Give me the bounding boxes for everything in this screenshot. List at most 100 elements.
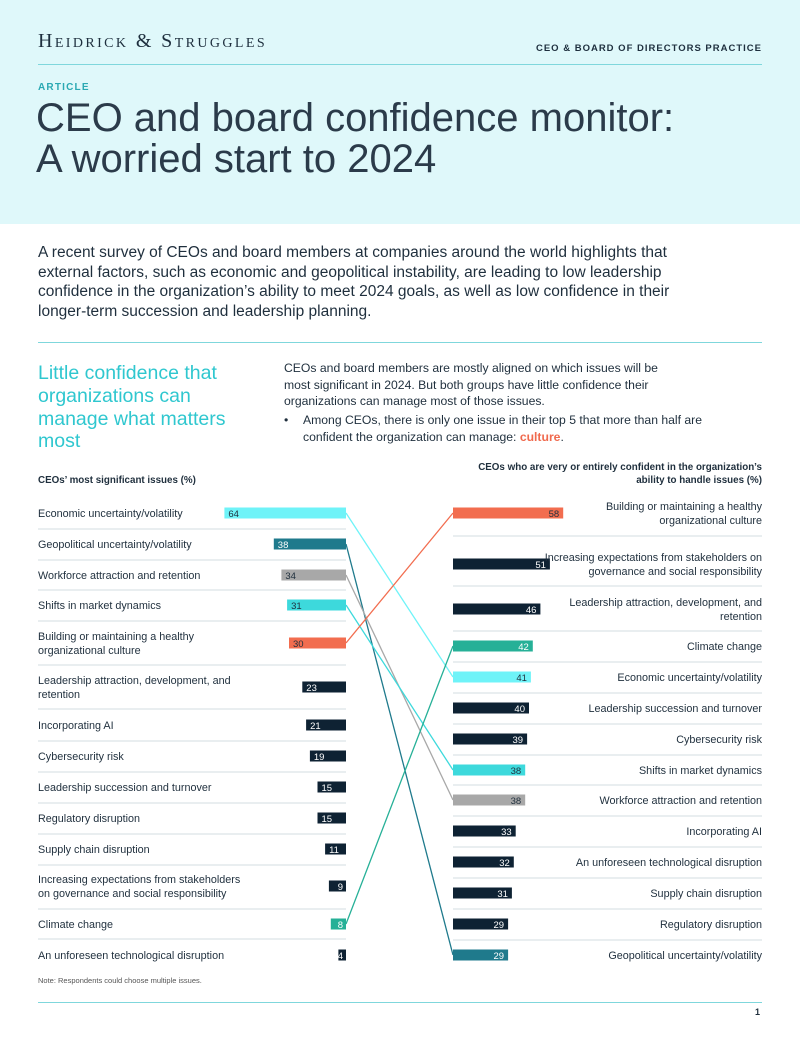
left-category-label: Increasing expectations from stakeholder… — [38, 874, 241, 900]
right-value-label: 51 — [535, 560, 546, 571]
connector-line — [345, 543, 454, 956]
left-bar-11 — [325, 843, 346, 855]
right-value-label: 33 — [501, 827, 512, 838]
lead-paragraph: A recent survey of CEOs and board member… — [38, 244, 670, 320]
right-bar-13 — [453, 918, 509, 930]
right-value-label: 31 — [497, 889, 508, 900]
section-divider — [38, 342, 762, 343]
left-bar-2 — [273, 538, 346, 550]
bullet-symbol: • — [284, 413, 289, 427]
left-bar-3 — [281, 569, 346, 581]
left-category-label: Leadership succession and turnover — [38, 782, 212, 794]
right-value-label: 42 — [518, 642, 529, 653]
right-category-label: Shifts in market dynamics — [639, 765, 763, 777]
bullet-body: Among CEOs, there is only one issue in t… — [303, 413, 703, 444]
right-bar-1 — [453, 507, 564, 519]
right-category-label: Supply chain disruption — [650, 888, 762, 900]
right-bar-10 — [453, 825, 516, 837]
left-bar-12 — [328, 880, 346, 892]
left-category-label: Building or maintaining a healthy organiz… — [38, 631, 195, 657]
right-bar-7 — [453, 733, 528, 745]
right-bar-3 — [453, 603, 541, 615]
left-category-label: Regulatory disruption — [38, 813, 140, 825]
left-category-label: Climate change — [38, 919, 113, 931]
left-value-label: 9 — [338, 882, 343, 893]
right-category-label: An unforeseen technological disruption — [576, 857, 762, 869]
left-bar-13 — [330, 918, 346, 930]
left-category-label: Geopolitical uncertainty/volatility — [38, 539, 192, 551]
right-value-label: 41 — [516, 673, 527, 684]
right-category-label: Cybersecurity risk — [676, 734, 762, 746]
right-bar-5 — [453, 671, 531, 683]
right-value-label: 29 — [494, 951, 505, 962]
right-category-label: Regulatory disruption — [660, 919, 762, 931]
left-category-label: Workforce attraction and retention — [38, 570, 200, 582]
left-value-label: 19 — [314, 752, 325, 763]
right-value-label: 32 — [499, 858, 510, 869]
right-category-label: Geopolitical uncertainty/volatility — [608, 950, 762, 962]
connector-line — [345, 512, 454, 644]
right-category-label: Leadership succession and turnover — [589, 703, 763, 715]
right-category-label: Incorporating AI — [686, 826, 762, 838]
right-category-label: Climate change — [687, 641, 762, 653]
left-bar-1 — [224, 507, 346, 519]
header-divider — [38, 64, 762, 65]
page-title: CEO and board confidence monitor: A worr… — [36, 98, 674, 180]
title-line-1: CEO and board confidence monitor: — [36, 96, 675, 140]
right-bar-8 — [453, 764, 526, 776]
left-bar-14 — [338, 949, 346, 961]
left-value-label: 15 — [322, 783, 333, 794]
left-chart-title: CEOs’ most significant issues (%) — [38, 475, 196, 486]
page-number: 1 — [754, 1007, 760, 1017]
chart-note: Note: Respondents could choose multiple … — [38, 976, 202, 985]
right-bar-9 — [453, 794, 526, 806]
right-category-label: Leadership attraction, development, and r… — [569, 597, 762, 623]
right-value-label: 40 — [514, 704, 525, 715]
section-intro: CEOs and board members are mostly aligne… — [284, 361, 658, 408]
connector-line — [345, 512, 454, 678]
article-label: ARTICLE — [38, 82, 90, 93]
section-title: Little confidence that organizations can… — [38, 362, 226, 453]
right-bar-11 — [453, 856, 514, 868]
left-category-label: An unforeseen technological disruption — [38, 950, 224, 962]
left-category-label: Supply chain disruption — [38, 844, 150, 856]
right-value-label: 46 — [526, 605, 537, 616]
right-value-label: 39 — [513, 735, 524, 746]
left-value-label: 21 — [310, 721, 321, 732]
left-category-label: Economic uncertainty/volatility — [38, 508, 183, 520]
left-bar-4 — [287, 599, 346, 611]
left-category-label: Incorporating AI — [38, 720, 114, 732]
right-bar-2 — [453, 558, 550, 570]
left-value-label: 4 — [338, 951, 343, 962]
left-category-label: Shifts in market dynamics — [38, 600, 162, 612]
left-category-label: Cybersecurity risk — [38, 751, 124, 763]
left-bar-10 — [317, 812, 346, 824]
left-bar-7 — [306, 719, 346, 731]
practice-label: CEO & BOARD OF DIRECTORS PRACTICE — [535, 43, 762, 54]
connector-line — [345, 604, 454, 771]
left-value-label: 31 — [291, 601, 302, 612]
bullet-highlight: culture — [519, 429, 561, 444]
right-category-label: Increasing expectations from stakeholder… — [545, 552, 763, 578]
right-category-label: Economic uncertainty/volatility — [617, 672, 762, 684]
right-value-label: 58 — [549, 509, 560, 520]
right-bar-6 — [453, 702, 529, 714]
left-bar-9 — [317, 781, 346, 793]
left-category-label: Leadership attraction, development, and r… — [38, 675, 231, 701]
left-bar-8 — [309, 750, 346, 762]
left-value-label: 30 — [293, 639, 304, 650]
left-bar-5 — [289, 637, 346, 649]
left-value-label: 8 — [338, 920, 343, 931]
right-category-label: Workforce attraction and retention — [600, 795, 762, 807]
right-value-label: 38 — [511, 766, 522, 777]
right-bar-12 — [453, 887, 512, 899]
right-chart-title: CEOs who are very or entirely confident … — [478, 462, 762, 486]
left-value-label: 15 — [322, 814, 333, 825]
bullet-end: . — [560, 429, 564, 444]
left-value-label: 64 — [228, 509, 239, 520]
right-value-label: 38 — [511, 796, 522, 807]
left-value-label: 11 — [329, 845, 339, 856]
right-category-label: Building or maintaining a healthy organiz… — [606, 501, 763, 527]
footer-divider — [38, 1002, 762, 1003]
